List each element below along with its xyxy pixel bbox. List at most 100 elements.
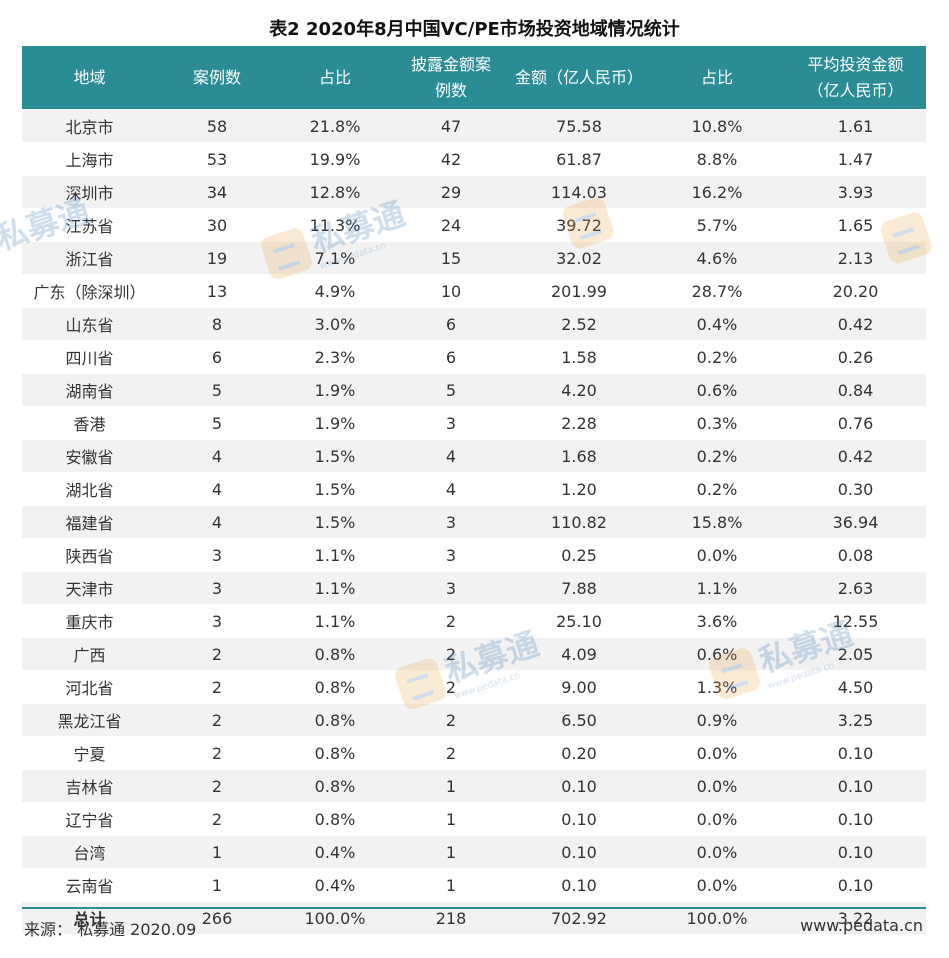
- table-row: 北京市 58 21.8% 47 75.58 10.8% 1.61: [22, 109, 926, 143]
- header-avg-line1: 平均投资金额: [807, 54, 904, 74]
- cell-avg: 0.10: [785, 802, 926, 836]
- cell-amount: 114.03: [509, 175, 649, 209]
- cell-avg: 0.30: [785, 472, 926, 506]
- cell-cases: 1: [157, 835, 277, 869]
- table-row: 辽宁省 2 0.8% 1 0.10 0.0% 0.10: [22, 802, 926, 836]
- cell-share-cases: 0.8%: [277, 703, 393, 737]
- cell-region: 江苏省: [22, 208, 157, 242]
- header-region: 地域: [22, 46, 157, 110]
- cell-amount: 75.58: [509, 109, 649, 143]
- cell-disclosed: 3: [393, 406, 509, 440]
- cell-region: 湖南省: [22, 373, 157, 407]
- cell-share-cases: 7.1%: [277, 241, 393, 275]
- cell-region: 香港: [22, 406, 157, 440]
- cell-avg: 3.25: [785, 703, 926, 737]
- cell-avg: 12.55: [785, 604, 926, 638]
- table-row: 广东（除深圳） 13 4.9% 10 201.99 28.7% 20.20: [22, 274, 926, 308]
- table-row: 黑龙江省 2 0.8% 2 6.50 0.9% 3.25: [22, 703, 926, 737]
- cell-share-cases: 0.4%: [277, 835, 393, 869]
- cell-avg: 3.93: [785, 175, 926, 209]
- cell-region: 广西: [22, 637, 157, 671]
- table-row: 云南省 1 0.4% 1 0.10 0.0% 0.10: [22, 868, 926, 902]
- cell-amount: 0.10: [509, 868, 649, 902]
- cell-avg: 1.47: [785, 142, 926, 176]
- cell-region: 北京市: [22, 109, 157, 143]
- cell-share-cases: 0.4%: [277, 868, 393, 902]
- cell-cases: 4: [157, 439, 277, 473]
- cell-share-cases: 19.9%: [277, 142, 393, 176]
- cell-region: 陕西省: [22, 538, 157, 572]
- cell-cases: 5: [157, 373, 277, 407]
- cell-share-amount: 16.2%: [649, 175, 785, 209]
- cell-disclosed: 1: [393, 835, 509, 869]
- cell-avg: 2.05: [785, 637, 926, 671]
- cell-share-cases: 0.8%: [277, 637, 393, 671]
- cell-region: 河北省: [22, 670, 157, 704]
- table-row: 上海市 53 19.9% 42 61.87 8.8% 1.47: [22, 142, 926, 176]
- cell-amount: 0.20: [509, 736, 649, 770]
- cell-share-amount: 0.0%: [649, 868, 785, 902]
- cell-disclosed: 42: [393, 142, 509, 176]
- cell-share-amount: 0.2%: [649, 472, 785, 506]
- cell-disclosed: 4: [393, 439, 509, 473]
- region-stats-table: 地域 案例数 占比 披露金额案 例数 金额（亿人民币） 占比 平均投资金额 （亿…: [22, 46, 926, 934]
- cell-cases: 6: [157, 340, 277, 374]
- cell-region: 宁夏: [22, 736, 157, 770]
- table-row: 湖北省 4 1.5% 4 1.20 0.2% 0.30: [22, 472, 926, 506]
- cell-region: 吉林省: [22, 769, 157, 803]
- website-link[interactable]: www.pedata.cn: [800, 916, 923, 935]
- cell-disclosed: 3: [393, 538, 509, 572]
- cell-region: 四川省: [22, 340, 157, 374]
- cell-disclosed: 2: [393, 703, 509, 737]
- cell-amount: 2.52: [509, 307, 649, 341]
- cell-cases: 3: [157, 571, 277, 605]
- cell-region: 福建省: [22, 505, 157, 539]
- table-row: 广西 2 0.8% 2 4.09 0.6% 2.05: [22, 637, 926, 671]
- total-label: 总计: [22, 901, 157, 934]
- cell-amount: 9.00: [509, 670, 649, 704]
- cell-share-amount: 0.4%: [649, 307, 785, 341]
- cell-amount: 4.20: [509, 373, 649, 407]
- cell-cases: 1: [157, 868, 277, 902]
- cell-disclosed: 1: [393, 868, 509, 902]
- cell-disclosed: 2: [393, 637, 509, 671]
- cell-share-amount: 0.2%: [649, 439, 785, 473]
- cell-avg: 0.10: [785, 736, 926, 770]
- cell-share-amount: 0.0%: [649, 736, 785, 770]
- table-row: 宁夏 2 0.8% 2 0.20 0.0% 0.10: [22, 736, 926, 770]
- cell-region: 安徽省: [22, 439, 157, 473]
- header-disclosed-cases: 披露金额案 例数: [393, 46, 509, 110]
- cell-region: 湖北省: [22, 472, 157, 506]
- header-disclosed-line2: 例数: [434, 80, 467, 100]
- table-row: 江苏省 30 11.3% 24 39.72 5.7% 1.65: [22, 208, 926, 242]
- cell-share-amount: 8.8%: [649, 142, 785, 176]
- cell-cases: 2: [157, 703, 277, 737]
- cell-share-amount: 0.2%: [649, 340, 785, 374]
- cell-share-amount: 0.0%: [649, 835, 785, 869]
- cell-region: 天津市: [22, 571, 157, 605]
- table-row: 陕西省 3 1.1% 3 0.25 0.0% 0.08: [22, 538, 926, 572]
- cell-share-amount: 15.8%: [649, 505, 785, 539]
- cell-share-amount: 0.6%: [649, 373, 785, 407]
- cell-avg: 0.10: [785, 868, 926, 902]
- cell-share-amount: 4.6%: [649, 241, 785, 275]
- table-row: 四川省 6 2.3% 6 1.58 0.2% 0.26: [22, 340, 926, 374]
- cell-share-amount: 0.9%: [649, 703, 785, 737]
- cell-amount: 6.50: [509, 703, 649, 737]
- cell-cases: 2: [157, 637, 277, 671]
- cell-share-cases: 11.3%: [277, 208, 393, 242]
- cell-cases: 2: [157, 769, 277, 803]
- cell-amount: 110.82: [509, 505, 649, 539]
- cell-cases: 3: [157, 538, 277, 572]
- cell-cases: 2: [157, 736, 277, 770]
- cell-disclosed: 3: [393, 571, 509, 605]
- cell-avg: 1.65: [785, 208, 926, 242]
- cell-amount: 25.10: [509, 604, 649, 638]
- header-cases: 案例数: [157, 46, 277, 110]
- table-row: 湖南省 5 1.9% 5 4.20 0.6% 0.84: [22, 373, 926, 407]
- total-amount: 702.92: [509, 901, 649, 934]
- total-cases: 266: [157, 901, 277, 934]
- cell-avg: 0.10: [785, 769, 926, 803]
- cell-share-cases: 3.0%: [277, 307, 393, 341]
- cell-region: 辽宁省: [22, 802, 157, 836]
